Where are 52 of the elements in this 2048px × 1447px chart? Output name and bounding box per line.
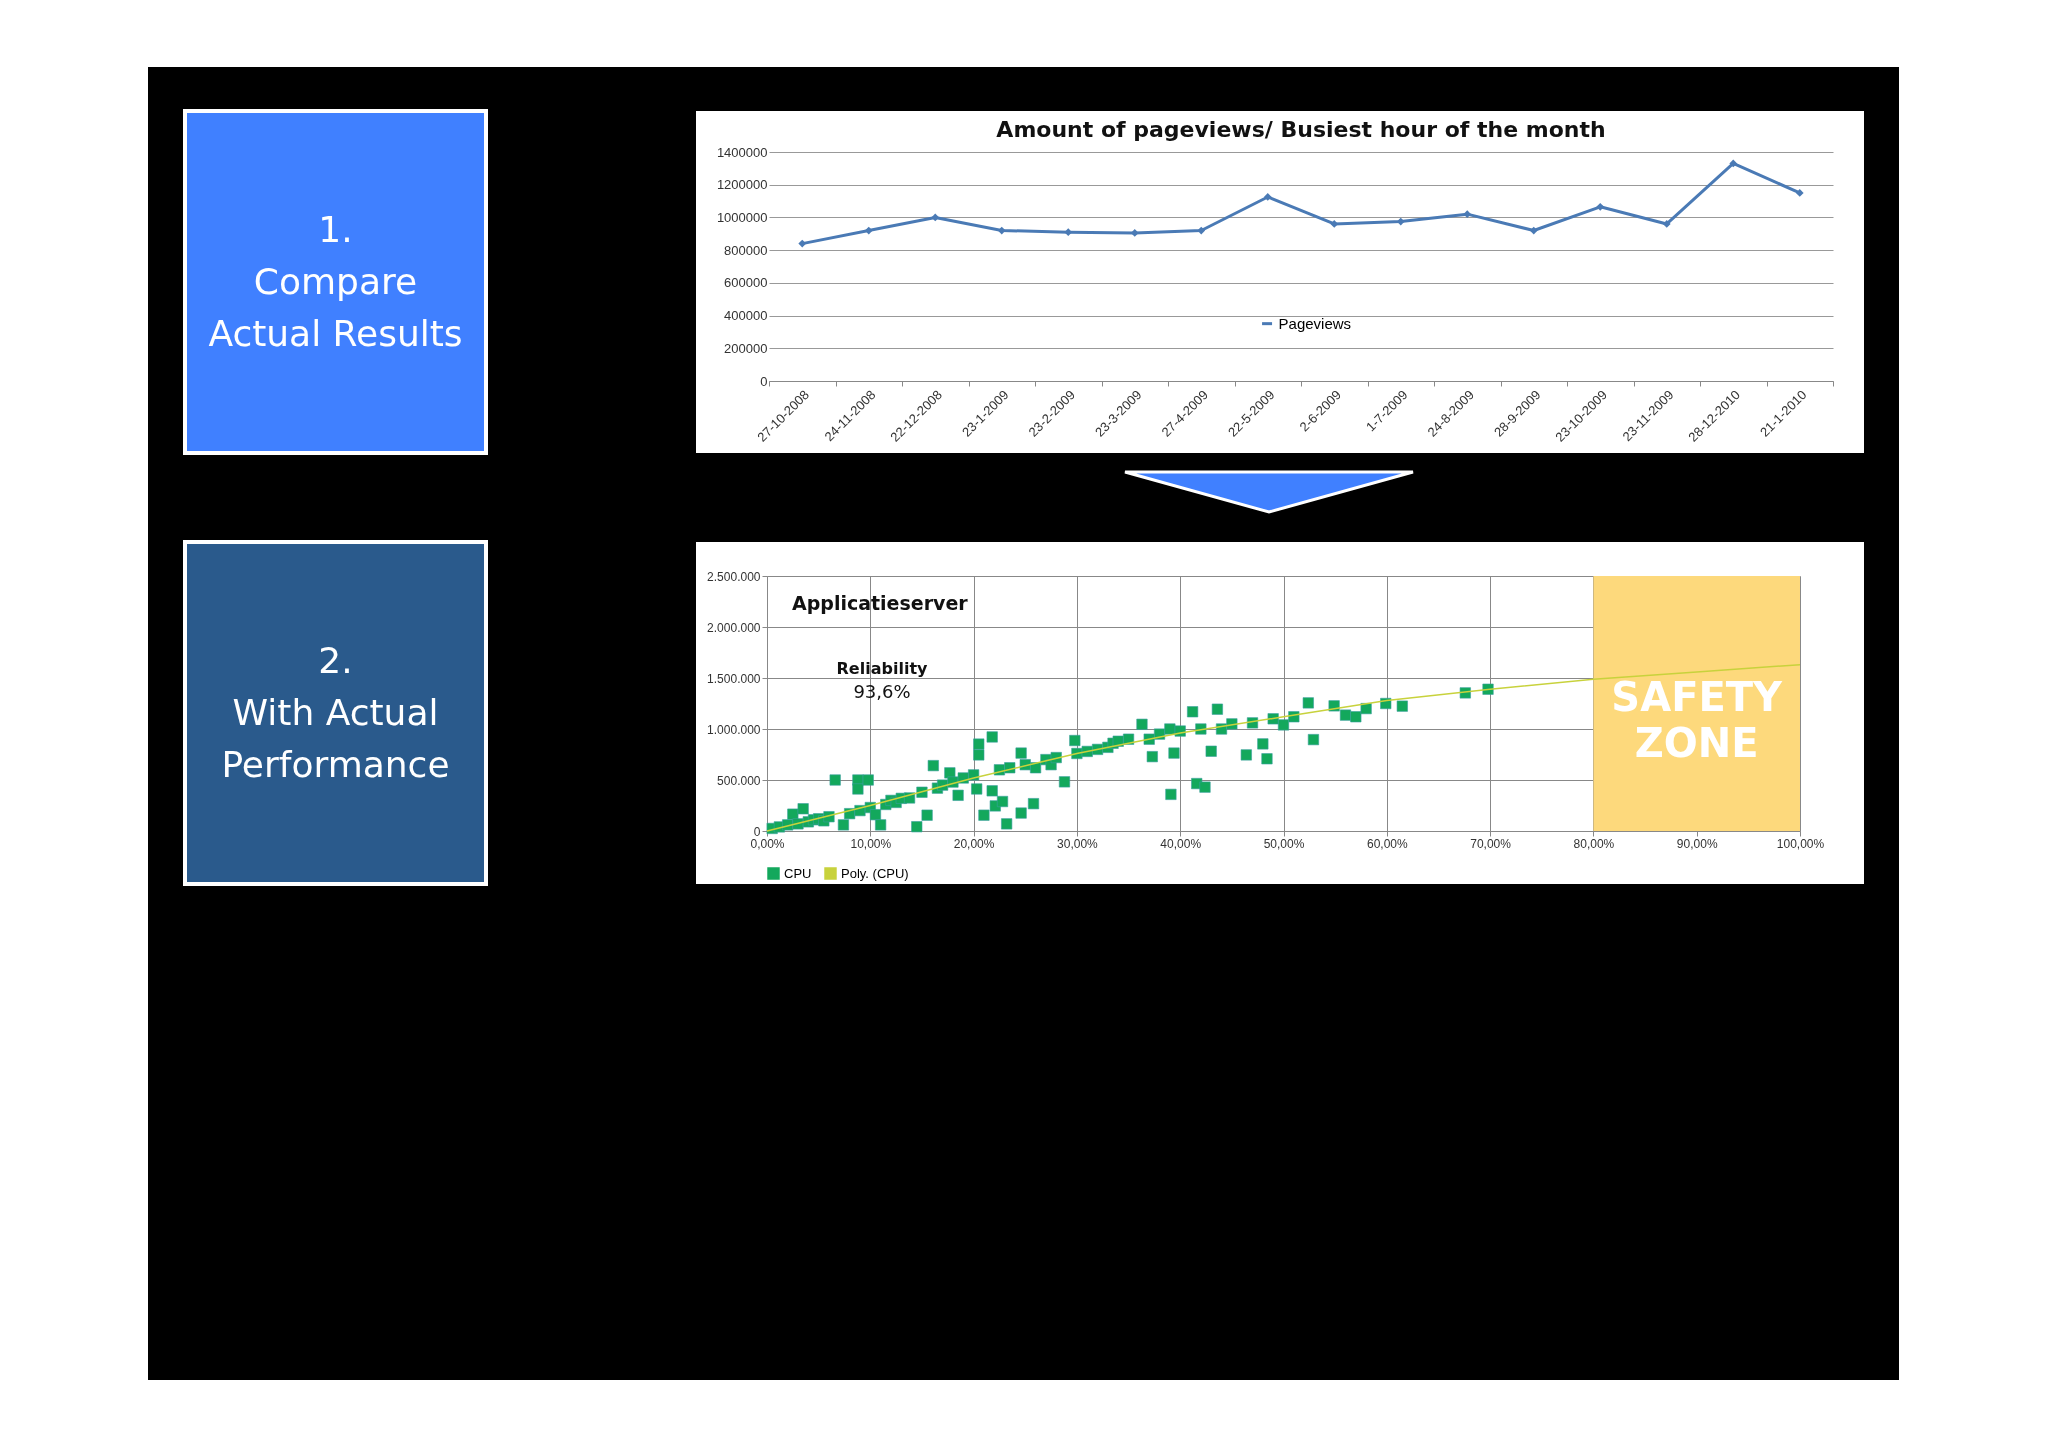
point [997,226,1006,235]
y-tick-label: 200000 [724,340,768,356]
annotation: Reliability [836,659,929,678]
y-tick-label: 800000 [724,242,768,258]
y-tick-label: 1.000.000 [707,722,761,737]
y-tick-label: 2.000.000 [707,620,761,635]
text: With Actual [232,690,439,735]
x-tick-label: 30,00% [1057,836,1099,851]
band-label: SAFETY ZONE [1611,674,1784,767]
y-tick-label: 1.500.000 [707,671,761,686]
point [1596,202,1605,211]
x-tick-label: 40,00% [1160,836,1202,851]
y-tick-label: 2.500.000 [707,569,761,584]
text: Actual Results [208,312,463,357]
y-tick-label: 0 [760,373,768,389]
text: Compare [253,259,418,304]
y-tick-label: 1200000 [716,177,768,193]
point [1662,220,1671,228]
text: Applicatieserver [792,592,969,614]
x-tick-label: 60,00% [1366,836,1408,851]
annotation: 93,6% [853,681,911,702]
x-tick-label: 20,00% [953,836,995,851]
x-tick-label: 10,00% [850,836,892,851]
point [798,239,807,248]
y-tick-label: 1000000 [716,209,768,225]
x-tick-label: 80,00% [1573,836,1615,851]
x-tick-label: 50,00% [1263,836,1305,851]
point [1263,193,1272,201]
point [1795,189,1804,197]
text: 2. [318,638,353,683]
text: 1. [318,207,353,252]
y-tick-label: 500.000 [717,773,761,788]
chart-title: Amount of pageviews/ Busiest hour of the month [996,117,1606,142]
point [1197,226,1206,235]
legend-label: Pageviews [1278,314,1352,332]
y-tick-label: 1400000 [716,144,768,160]
x-tick-label: 0,00% [750,836,785,851]
point [1529,226,1538,235]
point [1729,159,1738,168]
x-tick-label: 100,00% [1776,836,1825,851]
point [931,213,940,222]
point [864,226,873,235]
y-tick-label: 0 [753,824,761,839]
y-tick-label: 400000 [724,308,768,324]
legend-label: Poly. (CPU) [841,865,909,881]
y-tick-label: 600000 [724,275,768,291]
text: Performance [221,743,450,788]
legend-label: CPU [784,865,812,881]
x-tick-label: 70,00% [1470,836,1512,851]
point [1463,210,1472,219]
x-tick-label: 90,00% [1676,836,1718,851]
point [1396,217,1405,226]
